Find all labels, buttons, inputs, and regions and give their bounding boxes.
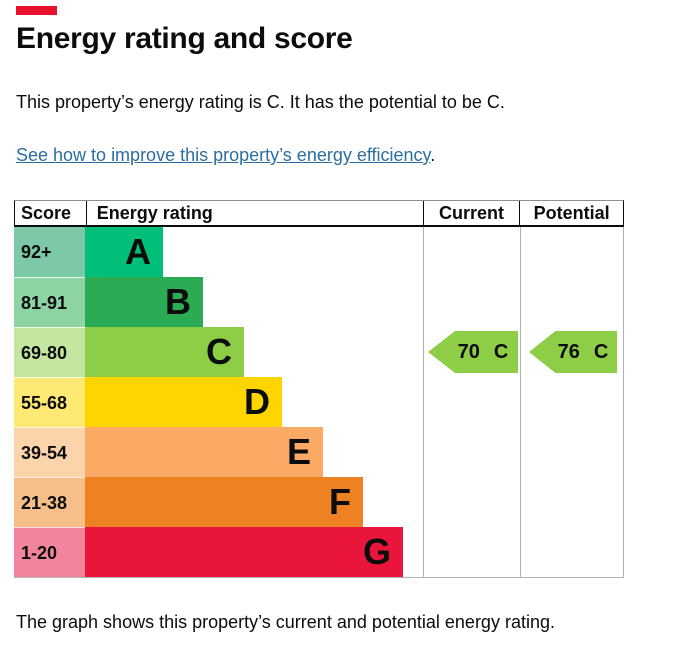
column-header-score: Score — [21, 203, 72, 223]
improve-efficiency-link[interactable]: See how to improve this property’s energ… — [16, 145, 431, 165]
band-bar-e: E — [85, 427, 323, 477]
band-letter-f: F — [329, 481, 351, 522]
chart-right-border — [623, 227, 624, 578]
chart-rows: 92+ A 81-91 B 69-80 C 55-68 D 39-54 E 21-38 F 1-20 G — [14, 227, 624, 577]
score-range-b: 81-91 — [14, 277, 85, 327]
chart-bottom-border — [14, 577, 624, 578]
band-letter-a: A — [125, 231, 151, 272]
band-bar-c: C — [85, 327, 244, 377]
score-range-a: 92+ — [14, 227, 85, 277]
band-letter-g: G — [362, 531, 391, 572]
page-title: Energy rating and score — [16, 22, 353, 55]
chart-header-row: Score Energy rating Current Potential — [14, 200, 624, 227]
score-range-d: 55-68 — [14, 377, 85, 427]
band-row-b: 81-91 B — [14, 277, 624, 327]
improve-line-period: . — [430, 145, 436, 165]
column-header-current: Current — [422, 201, 520, 225]
score-range-e: 39-54 — [14, 427, 85, 477]
column-divider-current — [423, 227, 424, 578]
band-letter-b: B — [165, 281, 191, 322]
band-row-e: 39-54 E — [14, 427, 624, 477]
band-row-a: 92+ A — [14, 227, 624, 277]
band-row-c: 69-80 C — [14, 327, 624, 377]
score-range-c: 69-80 — [14, 327, 85, 377]
score-range-f: 21-38 — [14, 477, 85, 527]
column-header-rating: Energy rating — [85, 201, 423, 225]
current-score-value: 70 — [457, 340, 480, 363]
column-divider-potential — [520, 227, 521, 578]
band-letter-d: D — [244, 381, 270, 422]
chart-caption: The graph shows this property’s current … — [16, 612, 555, 632]
band-bar-d: D — [85, 377, 282, 427]
current-band-letter: C — [493, 340, 509, 363]
improve-line: See how to improve this property’s energ… — [16, 143, 435, 167]
column-header-potential: Potential — [519, 201, 623, 225]
potential-score-value: 76 — [557, 340, 580, 363]
band-letter-e: E — [286, 431, 311, 472]
band-row-g: 1-20 G — [14, 527, 624, 577]
red-marker — [16, 6, 57, 15]
band-bar-b: B — [85, 277, 203, 327]
band-bar-f: F — [85, 477, 363, 527]
band-bar-a: A — [85, 227, 163, 277]
score-range-g: 1-20 — [14, 527, 85, 577]
summary-text: This property’s energy rating is C. It h… — [16, 92, 505, 112]
band-letter-c: C — [206, 331, 232, 372]
band-row-d: 55-68 D — [14, 377, 624, 427]
band-bar-g: G — [85, 527, 403, 577]
epc-chart: Score Energy rating Current Potential 92… — [14, 200, 624, 578]
potential-band-letter: C — [593, 340, 609, 363]
band-row-f: 21-38 F — [14, 477, 624, 527]
